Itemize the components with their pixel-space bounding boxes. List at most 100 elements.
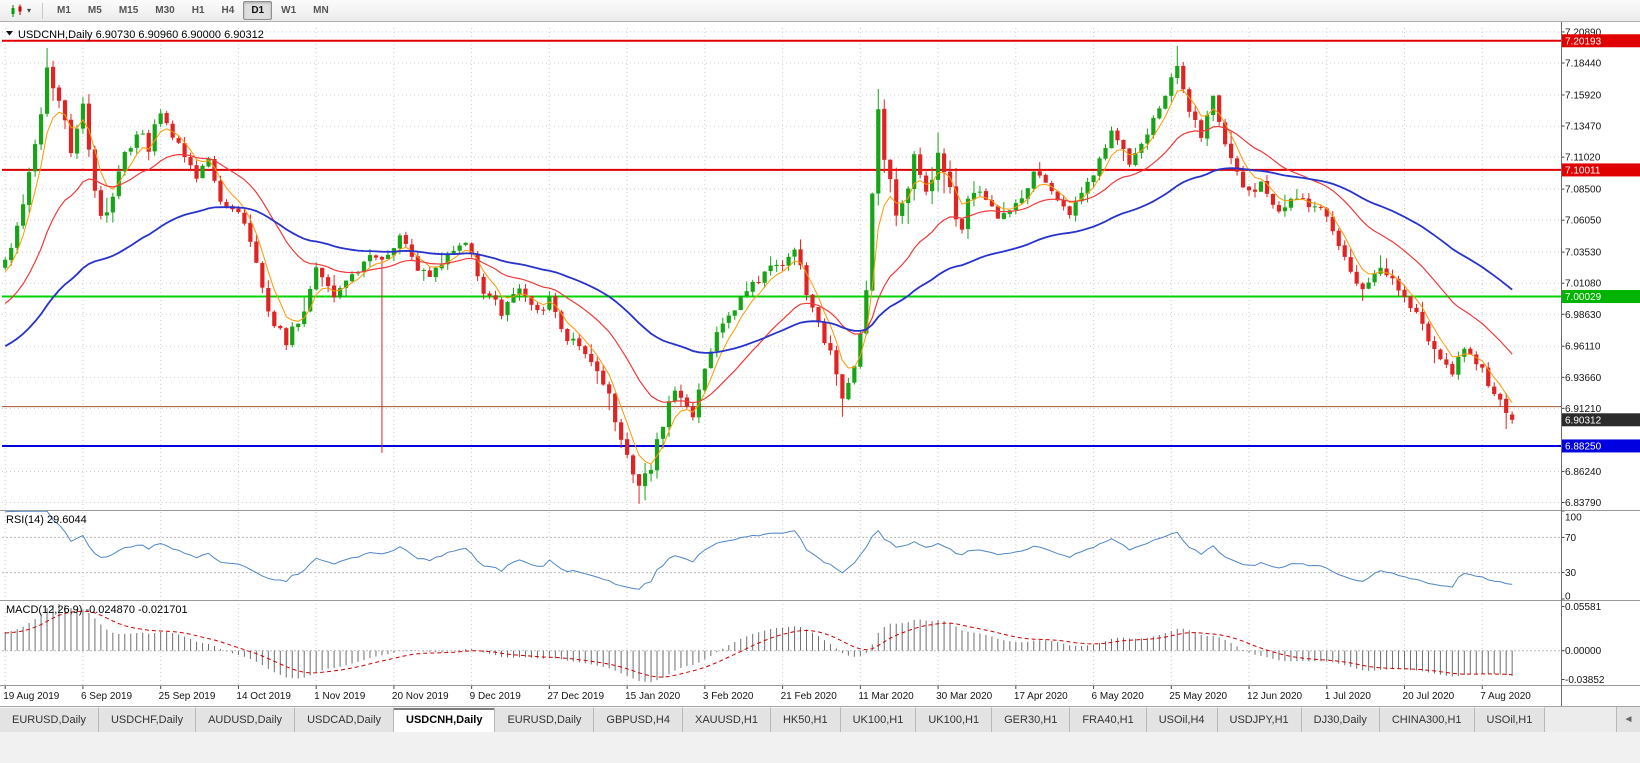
macd-axis-label: 0.00000: [1565, 646, 1602, 657]
date-axis-label: 21 Feb 2020: [781, 691, 838, 702]
resistance-badge: [1562, 34, 1640, 48]
price-axis-label: 6.96110: [1565, 342, 1601, 353]
price-axis-label: 7.18440: [1565, 59, 1602, 70]
date-axis-label: 1 Nov 2019: [314, 691, 366, 702]
date-axis-label: 6 May 2020: [1092, 691, 1145, 702]
macd-label: MACD(12,26,9) -0.024870 -0.021701: [6, 604, 188, 616]
current-price-badge: [1562, 413, 1640, 427]
chart-tab-17-usoil-h1[interactable]: USOil,H1: [1474, 707, 1546, 732]
status-strip: [0, 732, 1640, 763]
chart-tabs: EURUSD,Daily USDCHF,Daily AUDUSD,Daily USDC…: [0, 707, 1616, 732]
price-axis-label: 6.83790: [1565, 498, 1602, 509]
chart-tab-1-usdchf-daily[interactable]: USDCHF,Daily: [98, 707, 197, 732]
macd-pane: [2, 604, 1561, 682]
timeframe-button-h4[interactable]: H4: [221, 5, 235, 16]
chart-ohlc-header: USDCNH,Daily 6.90730 6.90960 6.90000 6.9…: [18, 29, 264, 41]
chart-tab-7-xauusd-h1[interactable]: XAUUSD,H1: [682, 707, 771, 732]
resistance-badge: [1562, 163, 1640, 177]
price-axis-label: 7.13470: [1565, 122, 1602, 133]
tabs-scroll-left-button[interactable]: ◄: [1616, 707, 1640, 732]
date-axis-label: 20 Jul 2020: [1403, 691, 1455, 702]
axis-layer: 19 Aug 2019 6 Sep 2019 25 Sep 2019 14 Oct 2…: [0, 22, 1640, 706]
chart-tab-11-ger30-h1[interactable]: GER30,H1: [992, 707, 1071, 732]
chart-tab-15-dj30-daily[interactable]: DJ30,Daily: [1301, 707, 1380, 732]
date-axis-label: 12 Jun 2020: [1247, 691, 1302, 702]
dropdown-caret-icon: ▾: [27, 5, 32, 15]
chart-tab-2-audusd-daily[interactable]: AUDUSD,Daily: [196, 707, 296, 732]
date-axis-label: 11 Mar 2020: [858, 691, 914, 702]
chart-tab-12-fra40-h1[interactable]: FRA40,H1: [1070, 707, 1147, 732]
chart-type-button[interactable]: ▾: [4, 1, 36, 21]
chart-tab-13-usoil-h4[interactable]: USOil,H4: [1146, 707, 1218, 732]
timeframe-button-m15[interactable]: M15: [118, 5, 139, 16]
timeframe-button-m5[interactable]: M5: [87, 5, 102, 16]
price-axis-label: 6.98630: [1565, 310, 1602, 321]
timeframe-button-h1[interactable]: H1: [191, 5, 205, 16]
chart-tab-8-hk50-h1[interactable]: HK50,H1: [770, 707, 841, 732]
support-badge: [1562, 290, 1640, 304]
moving-average-5: [4, 89, 1513, 465]
chart-tab-4-usdcnh-daily[interactable]: USDCNH,Daily: [394, 707, 496, 732]
date-axis-label: 17 Apr 2020: [1014, 691, 1068, 702]
chart-tab-10-uk100-h1[interactable]: UK100,H1: [916, 707, 993, 732]
price-axis-label: 6.86240: [1565, 467, 1602, 478]
moving-average-21: [4, 125, 1513, 404]
date-axis-label: 27 Dec 2019: [547, 691, 604, 702]
date-axis-label: 9 Dec 2019: [470, 691, 522, 702]
chart-tab-14-usdjpy-h1[interactable]: USDJPY,H1: [1217, 707, 1302, 732]
timeframe-button-mn[interactable]: MN: [313, 5, 329, 16]
moving-average-55: [4, 167, 1513, 354]
candlestick-chart-icon: [11, 4, 22, 17]
collapse-chart-icon[interactable]: [6, 31, 13, 36]
horizontal-line-objects: [2, 39, 1561, 447]
date-axis-label: 15 Jan 2020: [625, 691, 680, 702]
price-axis-label: 6.93660: [1565, 373, 1602, 384]
resistance-badge-label: 7.10011: [1565, 165, 1601, 176]
date-axis-label: 25 May 2020: [1169, 691, 1227, 702]
timeframe-button-m30[interactable]: M30: [155, 5, 175, 16]
date-axis-label: 19 Aug 2019: [3, 691, 60, 702]
chart-tab-16-china300-h1[interactable]: CHINA300,H1: [1379, 707, 1475, 732]
chart-tab-3-usdcad-daily[interactable]: USDCAD,Daily: [295, 707, 395, 732]
price-axis-label: 7.15920: [1565, 90, 1602, 101]
scroll-left-icon: ◄: [1623, 714, 1634, 725]
chart-tab-6-gbpusd-h4[interactable]: GBPUSD,H4: [594, 707, 683, 732]
support-badge: [1562, 439, 1640, 453]
chart-tab-5-eurusd-daily[interactable]: EURUSD,Daily: [495, 707, 595, 732]
price-axis-label: 7.06050: [1565, 216, 1602, 227]
rsi-axis-label: 70: [1565, 533, 1577, 544]
toolbar-separator: [42, 2, 44, 19]
resistance-badge-label: 7.20193: [1565, 36, 1602, 47]
timeframe-button-w1[interactable]: W1: [281, 5, 297, 16]
support-badge-label: 6.88250: [1565, 441, 1602, 452]
macd-axis-label: -0.03852: [1565, 675, 1605, 686]
timeframe-button-m1[interactable]: M1: [57, 5, 71, 16]
price-chart-canvas[interactable]: 19 Aug 2019 6 Sep 2019 25 Sep 2019 14 Oct 2…: [0, 22, 1640, 706]
chart-window[interactable]: 19 Aug 2019 6 Sep 2019 25 Sep 2019 14 Oct 2…: [0, 22, 1640, 706]
support-badge-label: 7.00029: [1565, 292, 1602, 303]
price-axis-label: 6.91210: [1565, 404, 1602, 415]
macd-signal-line: [5, 610, 1513, 678]
chart-tab-0-eurusd-daily[interactable]: EURUSD,Daily: [0, 707, 99, 732]
rsi-axis-label: 100: [1565, 513, 1582, 524]
candlestick-series: [3, 46, 1515, 504]
date-axis-label: 20 Nov 2019: [392, 691, 449, 702]
date-axis-label: 7 Aug 2020: [1480, 691, 1531, 702]
date-axis-label: 25 Sep 2019: [159, 691, 216, 702]
chart-tab-9-uk100-h1[interactable]: UK100,H1: [840, 707, 917, 732]
current-price-badge-label: 6.90312: [1565, 415, 1602, 426]
rsi-label: RSI(14) 29.6044: [6, 514, 87, 526]
date-axis-label: 6 Sep 2019: [81, 691, 133, 702]
rsi-line: [5, 510, 1513, 590]
date-axis-label: 14 Oct 2019: [236, 691, 291, 702]
macd-axis-label: 0.05581: [1565, 602, 1602, 613]
rsi-pane: [2, 510, 1561, 590]
timeframe-buttons: M1 M5 M15 M30 H1 H4 D1 W1 MN: [49, 1, 337, 20]
rsi-axis-label: 0: [1565, 592, 1571, 603]
moving-averages-layer: [4, 89, 1513, 465]
timeframe-toolbar: ▾ M1 M5 M15 M30 H1 H4 D1 W1 MN: [0, 0, 1640, 22]
timeframe-button-d1[interactable]: D1: [243, 1, 273, 20]
price-axis-label: 7.03530: [1565, 248, 1602, 259]
grid-layer: [2, 28, 1561, 685]
